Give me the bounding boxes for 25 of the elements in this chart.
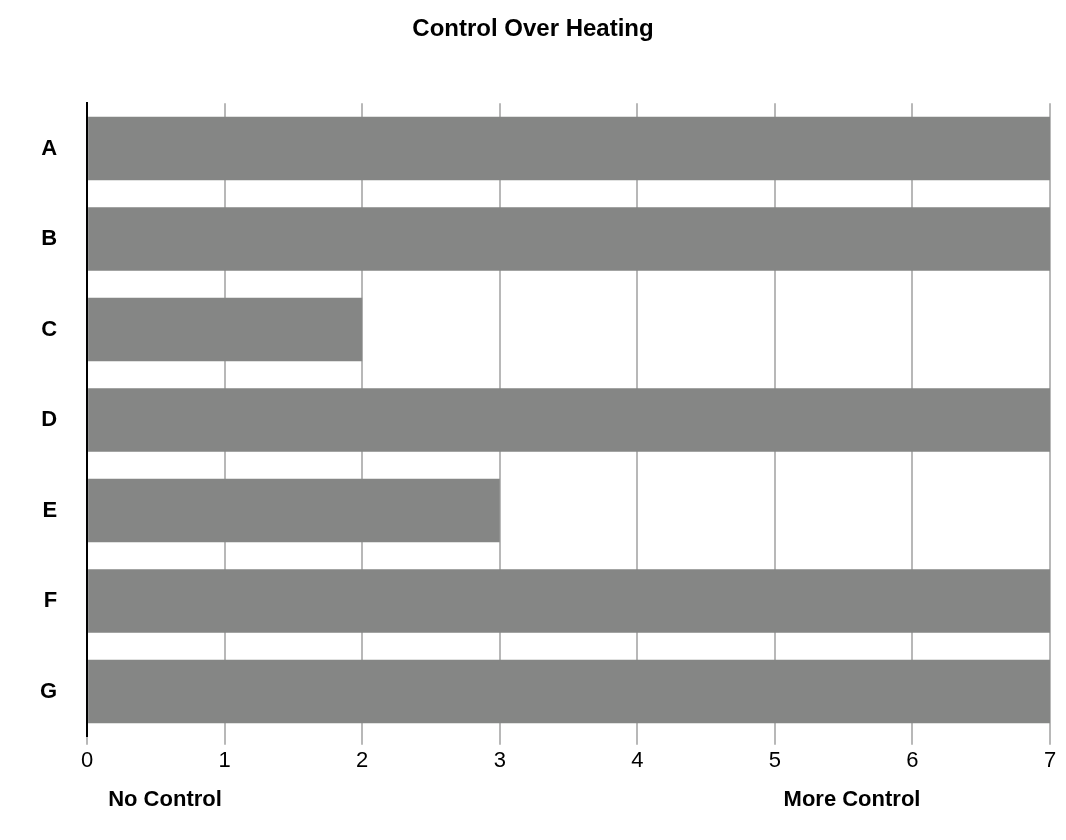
x-tick-label: 7 <box>1043 747 1057 773</box>
text: No Control <box>108 786 222 812</box>
y-tick-label: A <box>41 134 58 160</box>
x-tick-label: 1 <box>218 747 231 773</box>
y-tick-label: G <box>39 677 58 703</box>
y-tick-label: E <box>42 496 58 522</box>
text: More Control <box>783 786 921 812</box>
bar <box>88 207 1050 271</box>
bar <box>88 116 1050 181</box>
bar <box>88 478 500 543</box>
y-tick-label: D <box>41 406 58 432</box>
x-tick-label: 5 <box>768 747 782 773</box>
chart-title: Control Over Heating <box>411 14 655 42</box>
y-tick-label: C <box>41 315 58 341</box>
bar <box>88 659 1050 724</box>
x-tick-label: 4 <box>631 747 644 773</box>
x-tick-label: 0 <box>80 747 94 773</box>
x-tick-label: 6 <box>906 747 919 773</box>
bar <box>88 388 1050 452</box>
bar <box>88 569 1050 633</box>
x-tick-label: 3 <box>493 747 506 773</box>
x-tick-label: 2 <box>356 747 369 773</box>
y-tick-label: B <box>41 225 58 251</box>
y-tick-label: F <box>43 587 58 613</box>
bar <box>88 297 363 362</box>
